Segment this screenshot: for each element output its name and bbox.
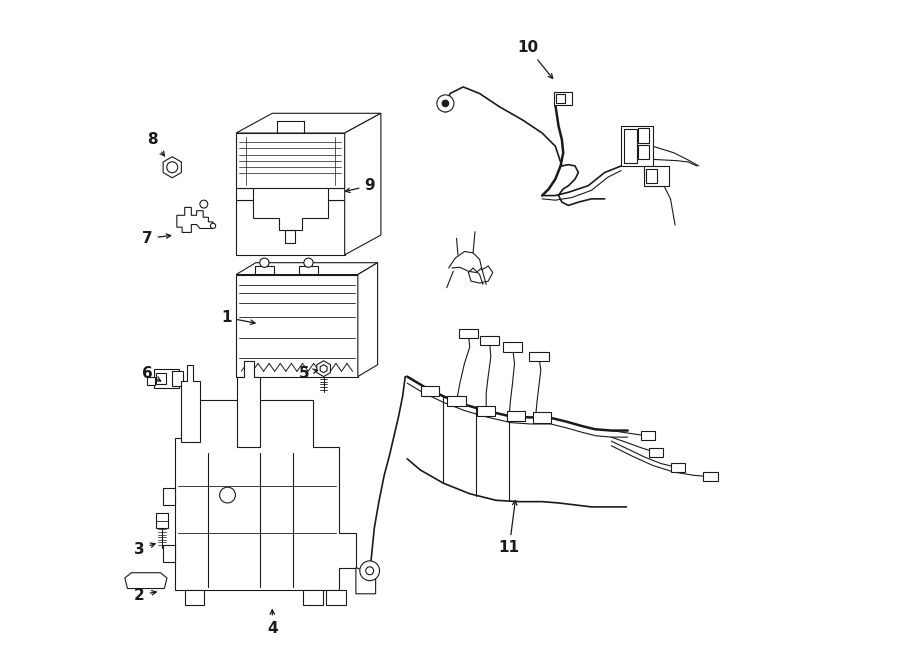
Circle shape bbox=[365, 566, 374, 574]
Text: 2: 2 bbox=[134, 588, 157, 603]
Polygon shape bbox=[345, 113, 381, 254]
Bar bbox=[644, 166, 670, 186]
Polygon shape bbox=[163, 157, 182, 178]
Bar bbox=[184, 590, 204, 605]
Polygon shape bbox=[236, 188, 253, 200]
Polygon shape bbox=[236, 262, 378, 274]
Polygon shape bbox=[320, 365, 327, 373]
Bar bbox=[154, 369, 179, 389]
Bar bbox=[554, 92, 572, 104]
Text: 3: 3 bbox=[134, 541, 155, 557]
Bar bbox=[480, 336, 500, 345]
Bar bbox=[646, 169, 657, 183]
Bar bbox=[236, 133, 345, 188]
Polygon shape bbox=[356, 568, 375, 594]
Polygon shape bbox=[238, 362, 260, 447]
Bar bbox=[447, 396, 466, 407]
Bar bbox=[156, 373, 166, 385]
Bar bbox=[327, 590, 346, 605]
Polygon shape bbox=[358, 262, 378, 377]
Circle shape bbox=[211, 223, 216, 229]
Text: 6: 6 bbox=[142, 366, 161, 381]
Bar bbox=[637, 128, 650, 143]
Polygon shape bbox=[176, 208, 213, 233]
Bar bbox=[621, 126, 652, 166]
Circle shape bbox=[200, 200, 208, 208]
Bar bbox=[556, 94, 565, 102]
Text: 5: 5 bbox=[299, 366, 318, 381]
Bar bbox=[529, 352, 549, 362]
Text: 1: 1 bbox=[221, 310, 255, 325]
Bar bbox=[704, 472, 718, 481]
Bar bbox=[163, 488, 175, 504]
Bar bbox=[477, 406, 495, 416]
Bar bbox=[503, 342, 522, 352]
Bar bbox=[163, 545, 175, 562]
Polygon shape bbox=[125, 572, 167, 588]
Bar bbox=[637, 145, 650, 159]
Circle shape bbox=[220, 487, 236, 503]
Bar bbox=[624, 129, 637, 163]
Polygon shape bbox=[328, 188, 345, 200]
Polygon shape bbox=[236, 200, 345, 254]
Bar bbox=[533, 412, 552, 422]
Text: 8: 8 bbox=[148, 132, 165, 156]
Polygon shape bbox=[175, 400, 356, 590]
Bar bbox=[303, 590, 323, 605]
Circle shape bbox=[304, 258, 313, 267]
Text: 10: 10 bbox=[518, 40, 553, 79]
Circle shape bbox=[260, 258, 269, 267]
Circle shape bbox=[360, 561, 380, 580]
Bar bbox=[236, 274, 358, 377]
Bar bbox=[299, 266, 319, 274]
Text: 9: 9 bbox=[346, 178, 375, 193]
Polygon shape bbox=[236, 113, 381, 133]
Circle shape bbox=[442, 100, 449, 106]
Bar bbox=[148, 377, 155, 385]
Polygon shape bbox=[182, 366, 200, 442]
Bar bbox=[459, 329, 478, 338]
Text: 4: 4 bbox=[267, 610, 277, 635]
Polygon shape bbox=[317, 361, 330, 377]
Bar bbox=[421, 386, 439, 397]
Bar bbox=[670, 463, 685, 472]
Bar bbox=[156, 514, 167, 528]
Circle shape bbox=[166, 162, 177, 173]
Bar bbox=[649, 447, 663, 457]
Circle shape bbox=[436, 95, 454, 112]
Text: 11: 11 bbox=[499, 500, 519, 555]
Bar bbox=[255, 266, 274, 274]
Bar bbox=[507, 410, 525, 421]
Bar bbox=[172, 371, 183, 386]
Bar bbox=[641, 431, 655, 440]
Text: 7: 7 bbox=[142, 231, 171, 246]
